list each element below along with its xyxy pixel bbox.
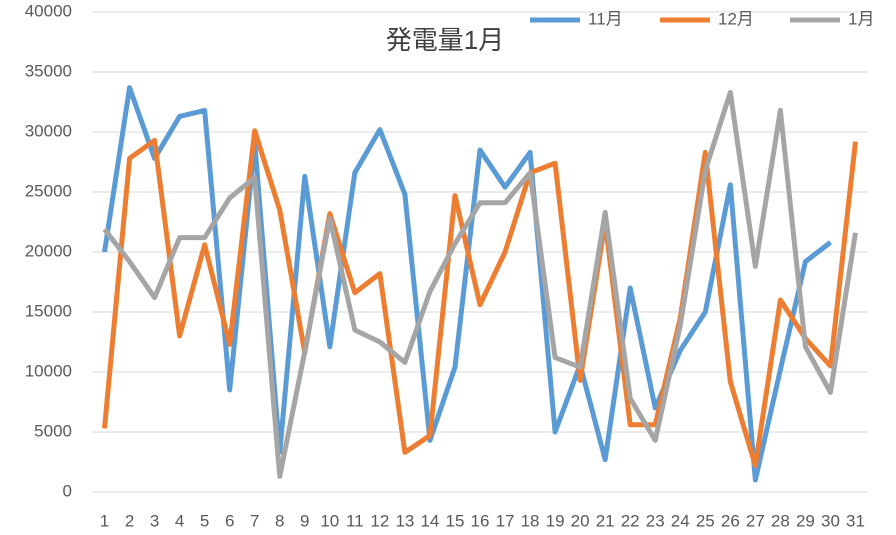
- x-tick-label: 17: [496, 511, 515, 530]
- x-tick-label: 22: [621, 511, 640, 530]
- x-tick-label: 31: [846, 511, 865, 530]
- x-tick-label: 23: [646, 511, 665, 530]
- y-tick-label: 30000: [25, 121, 72, 140]
- x-tick-label: 15: [446, 511, 465, 530]
- y-tick-label: 15000: [25, 301, 72, 320]
- x-tick-label: 8: [275, 511, 284, 530]
- x-tick-label: 20: [571, 511, 590, 530]
- x-tick-label: 9: [300, 511, 309, 530]
- chart-title: 発電量1月: [386, 25, 504, 55]
- x-tick-label: 7: [250, 511, 259, 530]
- x-tick-label: 10: [320, 511, 339, 530]
- x-tick-label: 27: [746, 511, 765, 530]
- y-tick-label: 10000: [25, 361, 72, 380]
- x-tick-label: 13: [395, 511, 414, 530]
- x-tick-label: 6: [225, 511, 234, 530]
- y-tick-label: 35000: [25, 61, 72, 80]
- x-tick-label: 24: [671, 511, 690, 530]
- x-tick-label: 28: [771, 511, 790, 530]
- x-tick-label: 21: [596, 511, 615, 530]
- x-tick-label: 18: [521, 511, 540, 530]
- y-tick-label: 20000: [25, 241, 72, 260]
- x-tick-label: 12: [370, 511, 389, 530]
- legend-label: 12月: [718, 9, 754, 28]
- legend-label: 11月: [588, 9, 623, 28]
- x-tick-label: 3: [150, 511, 159, 530]
- x-tick-label: 11: [346, 511, 364, 530]
- x-tick-label: 19: [546, 511, 565, 530]
- x-tick-label: 4: [175, 511, 184, 530]
- x-tick-label: 16: [471, 511, 490, 530]
- series-line: [102, 128, 858, 469]
- x-tick-label: 1: [100, 511, 109, 530]
- x-tick-label: 5: [200, 511, 209, 530]
- x-tick-label: 29: [796, 511, 815, 530]
- y-tick-label: 25000: [25, 181, 72, 200]
- y-tick-label: 0: [63, 481, 72, 500]
- y-tick-label: 5000: [34, 421, 72, 440]
- x-tick-label: 30: [821, 511, 840, 530]
- series-line: [102, 89, 858, 479]
- x-tick-label: 25: [696, 511, 715, 530]
- x-tick-label: 2: [125, 511, 134, 530]
- y-tick-label: 40000: [25, 1, 72, 20]
- x-tick-label: 26: [721, 511, 740, 530]
- legend-label: 1月: [848, 9, 874, 28]
- x-tick-label: 14: [420, 511, 439, 530]
